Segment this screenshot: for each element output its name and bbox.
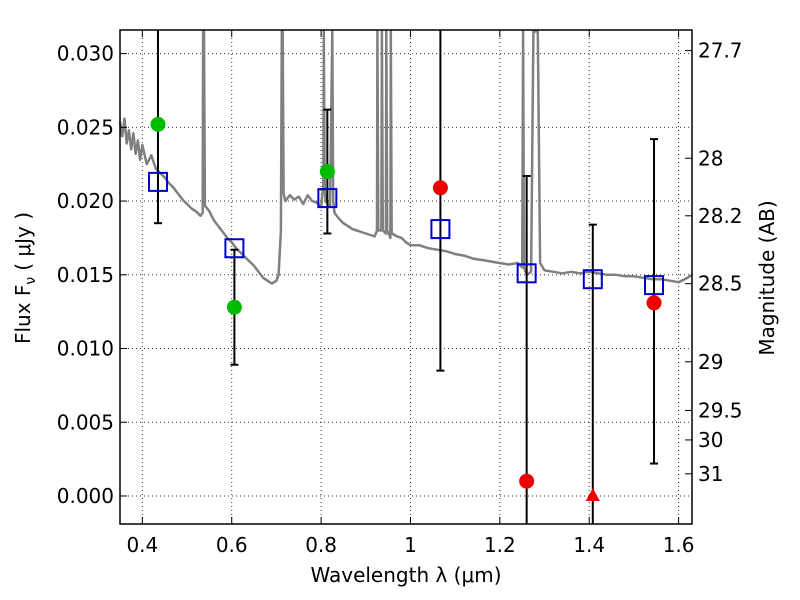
model-square-point bbox=[224, 238, 245, 259]
y-tick-label: 0.005 bbox=[57, 410, 114, 434]
model-square-point bbox=[516, 263, 537, 284]
plot-content bbox=[118, 30, 693, 524]
model-spectrum-line bbox=[118, 30, 693, 285]
y-axis-title: Flux Fν ( μJy ) bbox=[11, 212, 39, 344]
right-axis-ticks: 27.7 28 28.2 28.5 29 29.5 30 31 bbox=[685, 39, 743, 486]
model-spectrum-path bbox=[118, 30, 693, 285]
y-tick-label: 0.030 bbox=[57, 42, 114, 66]
y-axis-ticks: 0.000 0.005 0.010 0.015 0.020 0.025 0.030 bbox=[57, 42, 127, 508]
red-triangle-point bbox=[585, 487, 600, 501]
red-circle-point bbox=[519, 473, 535, 489]
y-tick-label: 0.010 bbox=[57, 337, 114, 361]
x-tick-label: 0.8 bbox=[305, 533, 337, 557]
y-tick-label: 0.015 bbox=[57, 263, 114, 287]
x-axis-title: Wavelength λ (μm) bbox=[310, 563, 501, 587]
y-tick-label: 0.020 bbox=[57, 189, 114, 213]
y-axis-title-unit: ( μJy ) bbox=[11, 212, 35, 271]
plot-border bbox=[119, 29, 693, 525]
right-tick-label: 27.7 bbox=[698, 39, 743, 63]
model-square-point bbox=[147, 171, 168, 192]
x-tick-label: 1.6 bbox=[663, 533, 695, 557]
right-tick-label: 31 bbox=[698, 462, 723, 486]
right-tick-label: 29.5 bbox=[698, 398, 743, 422]
green-circle-point bbox=[226, 299, 242, 315]
model-square-point bbox=[317, 188, 338, 209]
y-tick-label: 0.000 bbox=[57, 484, 114, 508]
red-circle-point bbox=[432, 180, 448, 196]
right-tick-label: 30 bbox=[698, 428, 723, 452]
model-square-point bbox=[430, 219, 451, 240]
right-tick-label: 28.5 bbox=[698, 272, 743, 296]
right-axis-title: Magnitude (AB) bbox=[755, 200, 779, 355]
red-circle-point bbox=[646, 295, 662, 311]
right-tick-label: 28 bbox=[698, 146, 723, 170]
x-axis-ticks: 0.4 0.6 0.8 1 1.2 1.4 1.6 bbox=[126, 30, 695, 557]
x-tick-label: 0.4 bbox=[126, 533, 158, 557]
green-circle-point bbox=[150, 116, 166, 132]
right-tick-label: 29 bbox=[698, 350, 723, 374]
y-axis-title-main: Flux F bbox=[11, 285, 35, 344]
model-square-point bbox=[582, 269, 603, 290]
x-tick-label: 1.4 bbox=[573, 533, 605, 557]
data-markers bbox=[147, 116, 665, 501]
x-tick-label: 0.6 bbox=[216, 533, 248, 557]
y-axis-title-subscript: ν bbox=[23, 277, 39, 285]
model-square-point bbox=[644, 275, 665, 296]
x-tick-label: 1 bbox=[404, 533, 417, 557]
x-tick-label: 1.2 bbox=[484, 533, 516, 557]
right-tick-label: 28.2 bbox=[698, 204, 743, 228]
grid-lines bbox=[120, 30, 692, 524]
plot-frame bbox=[119, 29, 693, 525]
error-bars bbox=[153, 30, 659, 524]
y-tick-label: 0.025 bbox=[57, 115, 114, 139]
green-circle-point bbox=[319, 164, 335, 180]
